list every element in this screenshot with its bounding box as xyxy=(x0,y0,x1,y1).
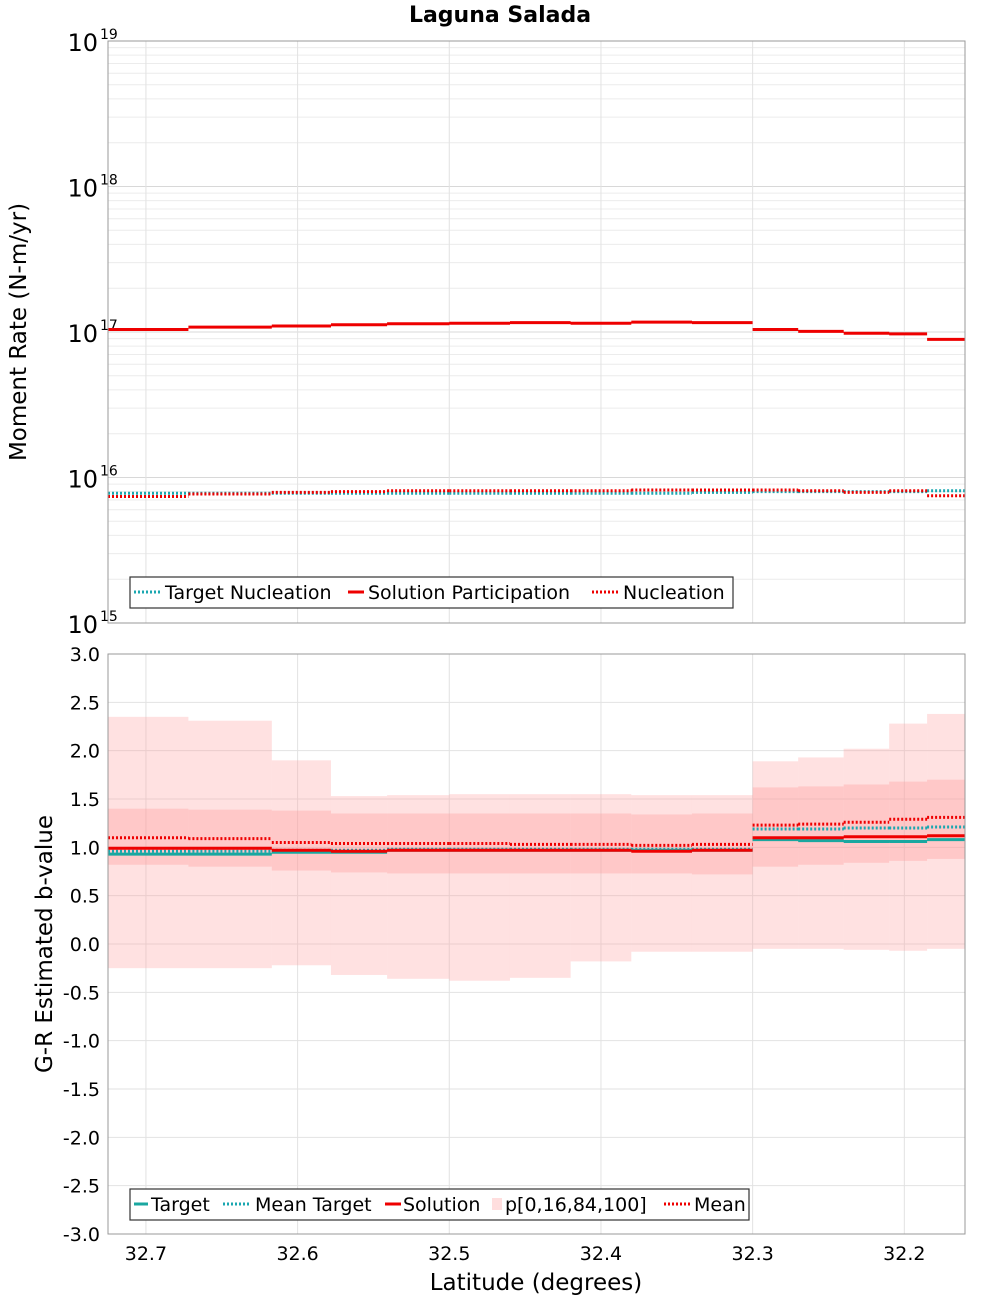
b-value-legend: Target Mean Target Solution p[0,16,84,10… xyxy=(129,1188,750,1221)
y-tick-label: 2.0 xyxy=(70,741,100,763)
band-p0-p100 xyxy=(752,761,799,949)
legend-label-target-nucleation: Target Nucleation xyxy=(164,582,332,604)
b-value-y-label: G-R Estimated b-value xyxy=(32,815,58,1073)
legend-label-target: Target xyxy=(150,1194,210,1216)
latitude-x-ticks: 32.7 32.6 32.5 32.4 32.3 32.2 xyxy=(125,1243,926,1265)
legend-label-percentile-band: p[0,16,84,100] xyxy=(505,1194,647,1216)
y-tick-label: 1.5 xyxy=(70,789,100,811)
b-value-frame xyxy=(107,653,966,1235)
series-nucleation xyxy=(108,488,965,498)
band-p16-p84 xyxy=(271,810,331,871)
band-p0-p100 xyxy=(449,794,510,981)
y-tick-label: -2.0 xyxy=(63,1127,100,1149)
b-value-percentile-bands xyxy=(108,713,965,981)
legend-label-solution-participation: Solution Participation xyxy=(368,582,570,604)
band-p16-p84 xyxy=(889,781,928,861)
legend-label-mean: Mean xyxy=(694,1194,746,1216)
band-p16-p84 xyxy=(927,779,965,859)
legend-label-solution: Solution xyxy=(403,1194,480,1216)
series-mean xyxy=(108,815,965,847)
y-tick-label: 0.0 xyxy=(70,934,100,956)
y-tick-label: -3.0 xyxy=(63,1224,100,1246)
y-tick-label-base: 10 xyxy=(67,29,98,57)
band-p0-p100 xyxy=(108,716,189,969)
band-p16-p84 xyxy=(752,787,799,867)
band-p16-p84 xyxy=(570,813,632,874)
y-tick-label-base: 10 xyxy=(67,175,98,203)
b-value-y-ticks: 3.0 2.5 2.0 1.5 1.0 0.5 0.0 -0.5 -1.0 -1.5 -2.0 -2.… xyxy=(63,644,100,1246)
band-p16-p84 xyxy=(798,786,844,865)
band-p16-p84 xyxy=(509,813,571,874)
band-p0-p100 xyxy=(188,720,272,969)
band-p16-p84 xyxy=(387,813,450,874)
x-tick-label: 32.3 xyxy=(731,1243,773,1265)
y-tick-label: 0.5 xyxy=(70,886,100,908)
b-value-legend-box xyxy=(129,1188,750,1221)
y-tick-label-base: 10 xyxy=(67,611,98,639)
band-p16-p84 xyxy=(631,814,692,874)
band-p0-p100 xyxy=(271,760,331,966)
band-p0-p100 xyxy=(387,795,450,979)
latitude-x-label: Latitude (degrees) xyxy=(430,1270,643,1296)
y-tick-label-base: 10 xyxy=(67,320,98,348)
series-solution-participation xyxy=(108,320,965,341)
b-value-panel: 3.0 2.5 2.0 1.5 1.0 0.5 0.0 -0.5 -1.0 -1.5 -2.0 -2.… xyxy=(32,644,966,1296)
chart-title: Laguna Salada xyxy=(409,3,591,28)
y-tick-label-base: 10 xyxy=(67,466,98,494)
band-p0-p100 xyxy=(691,795,753,952)
moment-rate-legend-box xyxy=(129,576,734,609)
legend-swatch-percentile-band xyxy=(492,1198,502,1210)
y-tick-label: -1.5 xyxy=(63,1079,100,1101)
y-tick-label-exponent: 18 xyxy=(100,173,118,189)
band-p0-p100 xyxy=(843,748,890,950)
band-p0-p100 xyxy=(798,757,844,949)
band-p0-p100 xyxy=(927,713,965,949)
band-p0-p100 xyxy=(631,795,692,952)
b-value-series xyxy=(108,815,965,856)
y-tick-label: -0.5 xyxy=(63,982,100,1004)
band-p16-p84 xyxy=(843,784,890,863)
x-tick-label: 32.5 xyxy=(428,1243,470,1265)
band-p0-p100 xyxy=(330,796,388,975)
band-p16-p84 xyxy=(691,813,753,875)
y-tick-label: 3.0 xyxy=(70,644,100,666)
x-tick-label: 32.4 xyxy=(580,1243,622,1265)
band-p0-p100 xyxy=(509,794,571,978)
y-tick-label: -2.5 xyxy=(63,1176,100,1198)
band-p16-p84 xyxy=(449,813,510,874)
x-tick-label: 32.2 xyxy=(883,1243,925,1265)
moment-rate-legend: Target Nucleation Solution Participation… xyxy=(129,576,734,609)
moment-rate-series xyxy=(108,320,965,498)
y-tick-label-exponent: 19 xyxy=(100,27,118,43)
legend-label-mean-target: Mean Target xyxy=(255,1194,372,1216)
series-solution xyxy=(108,834,965,853)
x-tick-label: 32.7 xyxy=(125,1243,167,1265)
band-p0-p100 xyxy=(570,794,632,962)
legend-label-nucleation: Nucleation xyxy=(623,582,725,604)
moment-rate-frame xyxy=(107,40,966,624)
y-tick-label-exponent: 15 xyxy=(100,609,118,625)
y-tick-label-exponent: 17 xyxy=(100,318,118,334)
x-tick-label: 32.6 xyxy=(276,1243,318,1265)
y-tick-label: 2.5 xyxy=(70,692,100,714)
y-tick-label: 1.0 xyxy=(70,837,100,859)
moment-rate-y-label: Moment Rate (N-m/yr) xyxy=(6,203,32,461)
y-tick-label: -1.0 xyxy=(63,1031,100,1053)
y-tick-label-exponent: 16 xyxy=(100,464,118,480)
moment-rate-grid xyxy=(108,41,965,623)
